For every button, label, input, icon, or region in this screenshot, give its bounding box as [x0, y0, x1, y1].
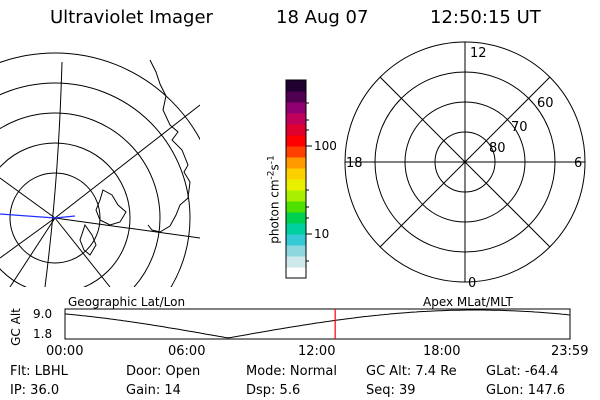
- ip-info: IP: 36.0: [10, 383, 60, 398]
- instrument-title: Ultraviolet Imager: [50, 7, 213, 28]
- colorbar-segment: [286, 179, 306, 191]
- mode-info: Mode: Normal: [246, 364, 337, 379]
- timeline-y-label-min: 1.8: [33, 327, 53, 341]
- colorbar-segment: [286, 212, 306, 224]
- dsp-info: Dsp: 5.6: [246, 383, 301, 398]
- glon-info: GLon: 147.6: [486, 383, 566, 398]
- lat-label-80: 80: [489, 141, 506, 156]
- glat-info: GLat: -64.4: [486, 364, 559, 379]
- colorbar-segment: [286, 80, 306, 92]
- timeline-x-label-2359: 23:59: [551, 344, 589, 359]
- timeline-x-label-0000: 00:00: [46, 344, 84, 359]
- timeline-x-label-0600: 06:00: [168, 344, 206, 359]
- colorbar-segment: [286, 168, 306, 180]
- colorbar-segment: [286, 91, 306, 103]
- gc-alt-info: GC Alt: 7.4 Re: [366, 364, 457, 379]
- colorbar-segment: [286, 234, 306, 246]
- colorbar-segment: [286, 157, 306, 169]
- colorbar-segment: [286, 113, 306, 125]
- colorbar-segment: [286, 223, 306, 235]
- colorbar-segment: [286, 201, 306, 213]
- observation-time: 12:50:15 UT: [430, 7, 541, 28]
- colorbar-segment: [286, 135, 306, 147]
- lat-label-60: 60: [537, 96, 554, 111]
- colorbar-segment: [286, 256, 306, 268]
- colorbar-segment: [286, 190, 306, 202]
- mlt-label-6: 6: [574, 156, 583, 171]
- colorbar-segment: [286, 146, 306, 158]
- lat-label-70: 70: [511, 120, 528, 135]
- seq-info: Seq: 39: [366, 383, 416, 398]
- timeline-right-title: Apex MLat/MLT: [423, 295, 513, 309]
- timeline-x-label-1800: 18:00: [423, 344, 461, 359]
- colorbar-segment: [286, 267, 306, 279]
- filter-info: Flt: LBHL: [10, 364, 68, 379]
- timeline-x-label-1200: 12:00: [298, 344, 336, 359]
- colorbar-segment: [286, 245, 306, 257]
- timeline-y-label-max: 9.0: [33, 307, 53, 321]
- colorbar-segment: [286, 102, 306, 114]
- mlt-label-18: 18: [346, 156, 363, 171]
- door-info: Door: Open: [126, 364, 201, 379]
- colorbar-segment: [286, 124, 306, 136]
- mlt-label-0: 0: [468, 276, 477, 291]
- colorbar-tick-100: 100: [314, 139, 337, 153]
- timeline-left-title: Geographic Lat/Lon: [68, 295, 186, 309]
- mlt-label-12: 12: [470, 46, 487, 61]
- observation-date: 18 Aug 07: [276, 7, 369, 28]
- colorbar-tick-10: 10: [314, 227, 330, 241]
- gain-info: Gain: 14: [126, 383, 181, 398]
